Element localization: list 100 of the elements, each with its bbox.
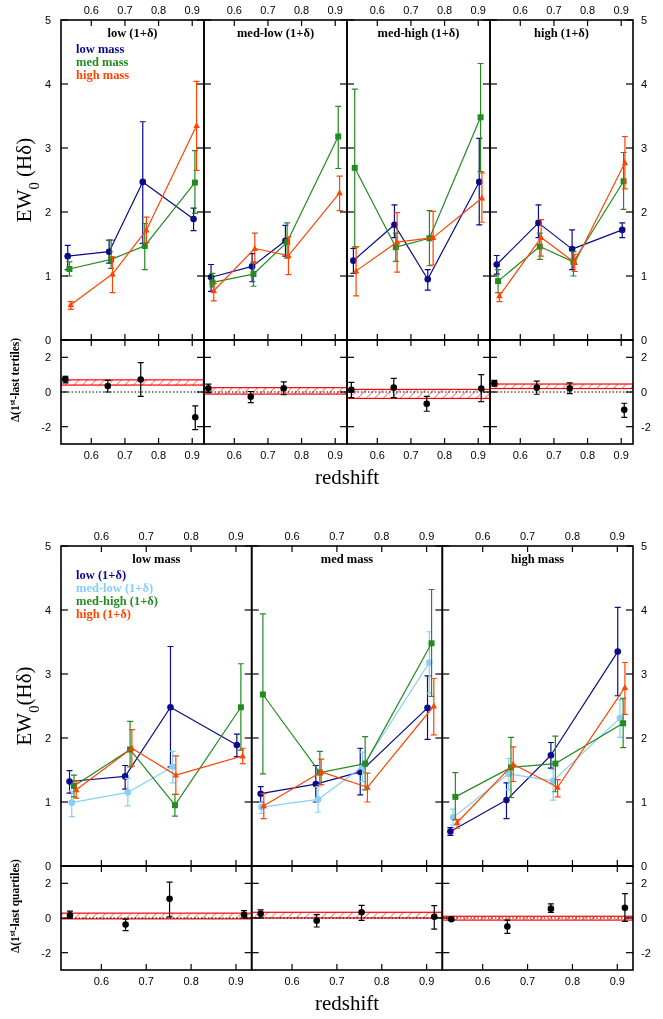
x-tick-label: 0.9: [327, 4, 343, 16]
y-tick-label: 1: [641, 270, 648, 282]
x-tick-label: 0.8: [183, 530, 199, 542]
y-tick-label: 2: [641, 206, 648, 218]
y-tick-label: 3: [44, 142, 51, 154]
x-tick-label: 0.8: [436, 4, 453, 16]
x-tick-label: 0.9: [609, 530, 625, 542]
x-tick-label: 0.9: [613, 449, 629, 461]
x-tick-label: 0.6: [284, 975, 300, 987]
x-tick-label: 0.9: [184, 4, 200, 16]
y-tick-label: 2: [641, 732, 648, 744]
x-tick-label: 0.8: [183, 975, 199, 987]
y-tick-label: 4: [641, 78, 648, 90]
x-tick-label: 0.6: [226, 4, 242, 16]
x-tick-label: 0.8: [564, 975, 581, 987]
x-tick-label: 0.6: [93, 975, 110, 987]
x-tick-label: 0.6: [369, 449, 385, 461]
x-tick-label: 0.9: [470, 4, 486, 16]
text: med-high (1+δ): [76, 594, 159, 608]
x-tick-label: 0.7: [329, 530, 345, 542]
x-tick-label: 0.6: [83, 4, 99, 16]
y-tick-label: 2: [641, 877, 648, 890]
x-tick-label: 0.9: [184, 449, 200, 461]
x-tick-label: 0.6: [93, 530, 110, 542]
x-tick-label: 0.7: [117, 449, 133, 461]
x-tick-label: 0.7: [260, 4, 276, 16]
y-tick-label: 1: [44, 796, 51, 808]
text: high mass: [511, 552, 565, 566]
y-tick-label: -2: [41, 420, 51, 433]
x-tick-label: 0.9: [418, 530, 435, 542]
y-tick-label: 4: [44, 78, 51, 90]
x-axis-title: redshift: [314, 991, 380, 1015]
x-tick-label: 0.9: [327, 449, 343, 461]
y-tick-label: 0: [641, 912, 648, 924]
text: low (1+δ): [76, 568, 127, 582]
x-tick-label: 0.8: [293, 4, 310, 16]
text: high mass: [76, 68, 130, 82]
y-tick-label: 0: [641, 334, 648, 346]
x-tick-label: 0.6: [475, 975, 491, 987]
y-tick-label: 4: [641, 604, 648, 616]
x-tick-label: 0.9: [470, 449, 486, 461]
y-tick-label: 2: [44, 351, 51, 364]
y-tick-label: -2: [641, 420, 651, 433]
x-tick-label: 0.8: [436, 449, 453, 461]
x-tick-label: 0.7: [403, 4, 419, 16]
x-tick-label: 0.6: [83, 449, 99, 461]
x-tick-label: 0.9: [228, 975, 244, 987]
y-tick-label: 0: [641, 386, 648, 398]
x-tick-label: 0.8: [374, 530, 390, 542]
x-tick-label: 0.7: [329, 975, 345, 987]
y-tick-label: 0: [44, 386, 51, 398]
y-tick-label: 5: [641, 540, 648, 552]
y-tick-label: 3: [641, 142, 648, 154]
text: med mass: [320, 552, 374, 566]
x-tick-label: 0.6: [226, 449, 242, 461]
x-tick-label: 0.7: [138, 975, 154, 987]
x-tick-label: 0.7: [546, 4, 562, 16]
text: med-low (1+δ): [236, 26, 315, 40]
x-axis-title: redshift: [314, 465, 380, 489]
x-tick-label: 0.6: [512, 4, 528, 16]
y-tick-label: 0: [44, 334, 51, 346]
x-tick-label: 0.7: [519, 530, 536, 542]
x-tick-label: 0.8: [374, 975, 390, 987]
y-tick-label: 2: [44, 732, 51, 744]
x-tick-label: 0.8: [579, 4, 596, 16]
text: high (1+δ): [76, 607, 131, 621]
x-tick-label: 0.7: [546, 449, 562, 461]
text: low mass: [76, 42, 125, 56]
x-tick-label: 0.6: [284, 530, 300, 542]
y-tick-label: 2: [641, 351, 648, 364]
x-tick-label: 0.8: [564, 530, 581, 542]
y-tick-label: 1: [44, 270, 51, 282]
x-tick-label: 0.7: [117, 4, 133, 16]
x-tick-label: 0.7: [403, 449, 419, 461]
x-tick-label: 0.7: [260, 449, 276, 461]
x-tick-label: 0.8: [150, 449, 167, 461]
x-tick-label: 0.7: [519, 975, 536, 987]
y-tick-label: 2: [44, 877, 51, 890]
x-tick-label: 0.6: [369, 4, 385, 16]
x-tick-label: 0.7: [138, 530, 154, 542]
y-tick-label: -2: [641, 946, 651, 959]
y-tick-label: 0: [44, 912, 51, 924]
text: high (1+δ): [534, 26, 589, 40]
y-tick-label: 3: [44, 668, 51, 680]
text: med-low (1+δ): [76, 581, 154, 595]
y-tick-label: 3: [641, 668, 648, 680]
y-tick-label: 5: [44, 14, 51, 26]
y-tick-label: -2: [41, 946, 51, 959]
x-tick-label: 0.8: [150, 4, 167, 16]
x-tick-label: 0.9: [613, 4, 629, 16]
x-tick-label: 0.9: [228, 530, 244, 542]
x-tick-label: 0.9: [418, 975, 435, 987]
x-tick-label: 0.6: [512, 449, 528, 461]
y-tick-label: 2: [44, 206, 51, 218]
text: low mass: [132, 552, 181, 566]
y-tick-label: 1: [641, 796, 648, 808]
y-tick-label: 5: [641, 14, 648, 26]
y-tick-label: 4: [44, 604, 51, 616]
y-tick-label: 0: [44, 860, 51, 872]
text: low (1+δ): [107, 26, 158, 40]
